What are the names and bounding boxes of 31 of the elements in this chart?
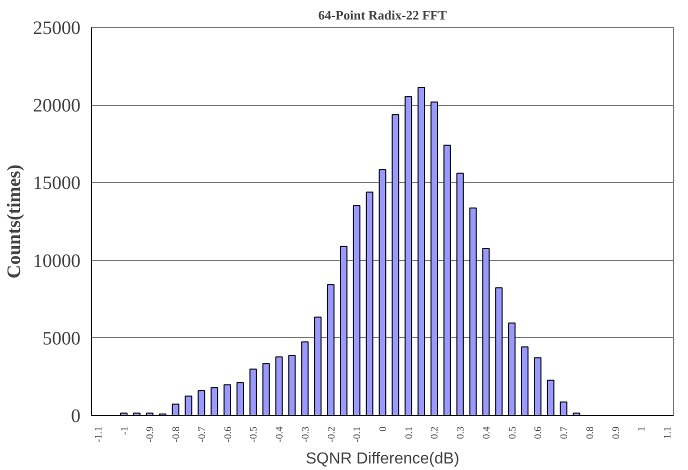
x-tick-label: -0.2 xyxy=(326,426,338,442)
x-tick-label: 0.4 xyxy=(481,426,492,439)
x-axis-title: SQNR Difference(dB) xyxy=(306,450,460,468)
x-tick-label: -0.7 xyxy=(196,426,208,442)
x-tick-label: 0.3 xyxy=(456,426,467,439)
x-tick-label: -0.1 xyxy=(352,426,364,442)
y-tick-label: 20000 xyxy=(33,96,80,117)
x-tick-label: 0.5 xyxy=(507,426,518,439)
x-tick-label: 0 xyxy=(378,426,389,432)
y-tick-label: 5000 xyxy=(42,328,80,350)
x-tick-label: 0.6 xyxy=(533,426,544,439)
y-tick-label: 15000 xyxy=(33,173,80,194)
x-tick-label: -0.5 xyxy=(248,426,260,442)
y-tick-label: 25000 xyxy=(33,18,80,39)
y-tick-label: 10000 xyxy=(33,250,80,272)
x-tick-label: 0.2 xyxy=(430,426,441,439)
y-axis-title: Counts(times) xyxy=(4,164,25,278)
x-tick-label: -1.1 xyxy=(93,426,104,442)
x-tick-label: -0.6 xyxy=(222,426,234,442)
x-tick-label: 1 xyxy=(636,426,648,432)
x-tick-label: 0.9 xyxy=(610,426,622,439)
x-tick-label: 1.1 xyxy=(662,426,674,439)
x-tick-label: 0.8 xyxy=(584,426,596,439)
x-tick-label: 0.7 xyxy=(559,426,570,439)
x-tick-label: -0.3 xyxy=(300,426,312,442)
chart-title: 64-Point Radix-22 FFT xyxy=(318,8,448,22)
x-tick-label: -0.8 xyxy=(171,426,182,442)
x-tick-label: -0.4 xyxy=(274,426,286,442)
x-tick-label: -0.9 xyxy=(145,426,156,442)
x-tick-label: -1 xyxy=(119,426,130,435)
x-tick-label: 0.1 xyxy=(404,426,415,439)
